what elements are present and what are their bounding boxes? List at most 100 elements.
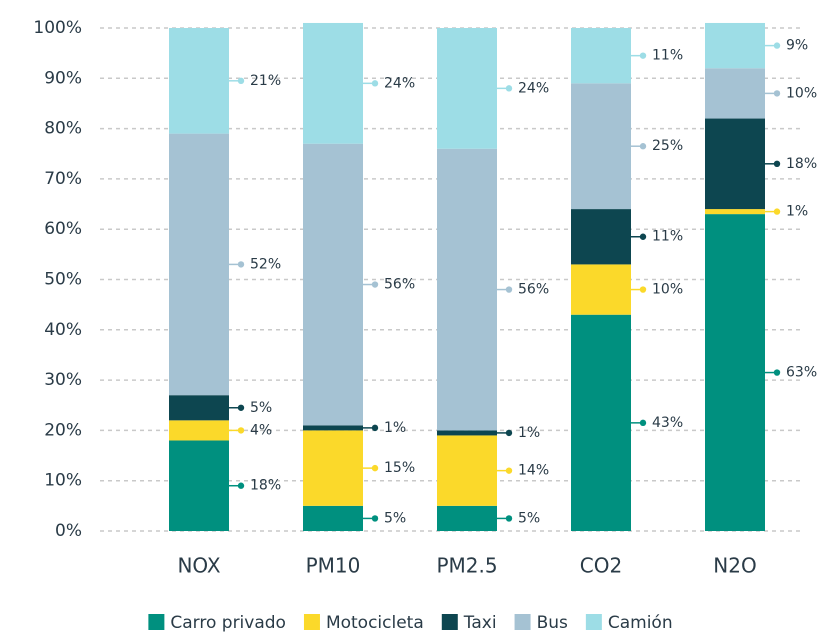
- data-label: 56%: [384, 277, 415, 293]
- legend: Carro privado Motocicleta Taxi Bus Camión: [148, 613, 673, 632]
- data-label: 1%: [786, 204, 808, 220]
- leader-dot: [237, 261, 245, 268]
- leader-dot: [237, 482, 245, 489]
- data-label: 1%: [384, 420, 406, 436]
- data-label: 5%: [384, 510, 406, 526]
- y-tick-label: 50%: [44, 270, 82, 290]
- bar-segment: [169, 420, 229, 441]
- data-label: 4%: [250, 422, 272, 438]
- y-tick-label: 40%: [44, 320, 82, 340]
- y-tick-label: 90%: [44, 68, 82, 88]
- legend-swatch: [441, 614, 458, 630]
- leader-dot: [371, 424, 379, 432]
- data-label: 18%: [250, 478, 281, 494]
- data-label: 9%: [786, 38, 808, 54]
- bar-segment: [303, 425, 363, 431]
- bar-segment: [437, 148, 497, 431]
- bar-segment: [303, 22, 363, 144]
- leader-dot: [505, 429, 513, 437]
- leader-dot: [773, 208, 781, 215]
- leader-dot: [371, 515, 379, 522]
- data-label: 10%: [786, 85, 817, 101]
- bar-segment: [169, 440, 229, 531]
- data-label: 24%: [518, 80, 549, 96]
- y-tick-label: 30%: [44, 370, 82, 390]
- leader-dot: [773, 160, 781, 168]
- bar-segment: [437, 435, 497, 506]
- leader-dot: [371, 80, 379, 87]
- leader-dot: [639, 233, 647, 240]
- bar-segment: [437, 28, 497, 149]
- bar-segment: [705, 68, 765, 119]
- leader-dot: [505, 85, 513, 92]
- bar-segment: [169, 395, 229, 421]
- leader-dot: [639, 52, 647, 59]
- leader-dot: [237, 77, 245, 85]
- legend-label: Taxi: [463, 613, 497, 632]
- leader-dot: [639, 419, 647, 427]
- x-tick-label: PM10: [306, 554, 361, 578]
- data-label: 63%: [786, 365, 817, 381]
- y-tick-label: 70%: [44, 169, 82, 189]
- bar-segment: [303, 430, 363, 506]
- data-label: 21%: [250, 73, 281, 89]
- bar-segment: [571, 28, 631, 84]
- data-label: 43%: [652, 415, 683, 431]
- bar-segment: [705, 22, 765, 69]
- leader-dot: [505, 515, 513, 522]
- bar-segment: [571, 83, 631, 210]
- leader-dot: [773, 369, 781, 376]
- legend-swatch: [514, 614, 531, 630]
- legend-label: Camión: [608, 613, 673, 632]
- data-label: 1%: [518, 425, 540, 441]
- leader-dot: [371, 281, 379, 288]
- bar-segment: [303, 505, 363, 531]
- leader-dot: [773, 90, 781, 97]
- data-label: 11%: [652, 229, 683, 245]
- data-label: 11%: [652, 48, 683, 64]
- bar-segment: [437, 505, 497, 531]
- bar-segment: [705, 214, 765, 532]
- bar-segment: [571, 209, 631, 265]
- data-label: 56%: [518, 282, 549, 298]
- data-label: 52%: [250, 256, 281, 272]
- bar-segment: [303, 143, 363, 426]
- leader-dot: [505, 467, 513, 474]
- bar-segment: [169, 133, 229, 396]
- bar-segment: [571, 264, 631, 315]
- y-tick-label: 80%: [44, 119, 82, 139]
- bar-segment: [169, 28, 229, 134]
- data-label: 18%: [786, 156, 817, 172]
- legend-swatch: [303, 614, 320, 630]
- x-tick-label: PM2.5: [436, 554, 497, 578]
- leader-dot: [505, 286, 513, 293]
- data-label: 25%: [652, 138, 683, 154]
- legend-label: Bus: [537, 613, 568, 632]
- y-tick-label: 20%: [44, 420, 82, 440]
- bar-segment: [437, 430, 497, 436]
- bar-segment: [705, 118, 765, 210]
- data-label: 14%: [518, 463, 549, 479]
- leader-dot: [237, 404, 245, 411]
- data-label: 24%: [384, 75, 415, 91]
- y-tick-label: 0%: [55, 521, 82, 541]
- y-tick-label: 100%: [33, 18, 82, 38]
- data-label: 10%: [652, 282, 683, 298]
- leader-dot: [371, 464, 379, 472]
- x-tick-label: CO2: [580, 554, 622, 578]
- legend-swatch: [148, 614, 165, 630]
- data-label: 15%: [384, 460, 415, 476]
- data-label: 5%: [518, 510, 540, 526]
- bar-segment: [705, 209, 765, 215]
- legend-label: Motocicleta: [326, 613, 424, 632]
- bar-segment: [571, 314, 631, 531]
- x-tick-label: NOX: [177, 554, 220, 578]
- leader-dot: [639, 143, 647, 150]
- x-tick-label: N2O: [713, 554, 756, 578]
- y-tick-label: 10%: [44, 471, 82, 491]
- leader-dot: [237, 427, 245, 434]
- leader-dot: [639, 286, 647, 293]
- legend-swatch: [585, 614, 602, 630]
- legend-label: Carro privado: [170, 613, 286, 632]
